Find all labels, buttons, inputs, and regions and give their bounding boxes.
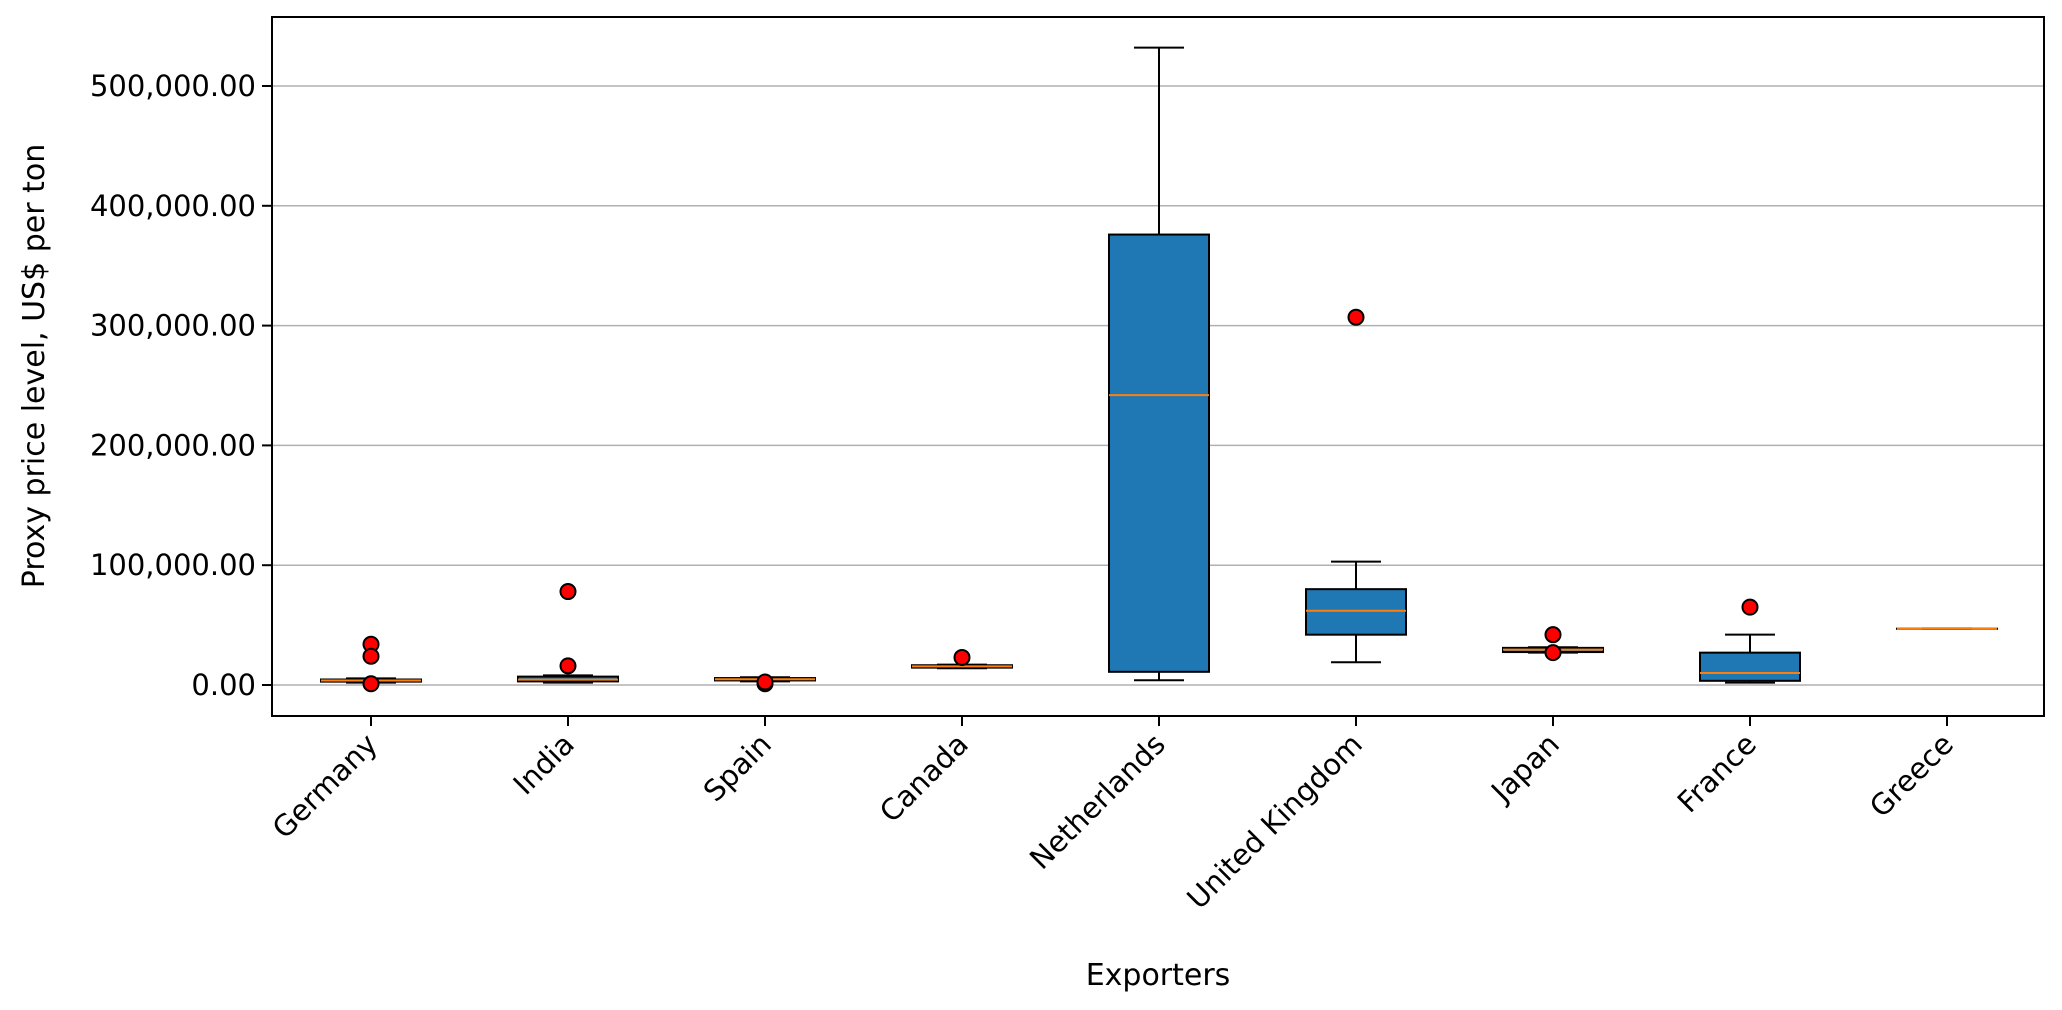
outlier-point — [559, 583, 577, 601]
y-axis-title: Proxy price level, US$ per ton — [17, 144, 52, 588]
x-tick-label: United Kingdom — [1180, 727, 1369, 916]
outlier-point — [953, 648, 971, 666]
x-tick-label: France — [1671, 727, 1763, 819]
box-japan — [1502, 626, 1604, 662]
outlier-point — [1741, 598, 1759, 616]
outlier-point — [362, 675, 380, 693]
y-tick-label: 100,000.00 — [90, 548, 256, 582]
x-tick-label: India — [507, 727, 581, 801]
y-tick-label: 200,000.00 — [90, 428, 256, 462]
x-tick-label: Japan — [1483, 727, 1566, 810]
x-tick-label: Netherlands — [1023, 727, 1172, 876]
y-tick-label: 300,000.00 — [90, 309, 256, 343]
x-tick-label: Canada — [873, 727, 975, 829]
iqr-box — [1305, 588, 1407, 636]
iqr-box — [1699, 651, 1801, 682]
box-spain — [714, 673, 816, 693]
x-tick-label: Germany — [266, 727, 384, 845]
box-netherlands — [1108, 46, 1210, 682]
box-canada — [911, 648, 1013, 670]
boxes — [320, 46, 1998, 693]
box-india — [517, 583, 619, 684]
y-tick-label: 400,000.00 — [90, 189, 256, 223]
outlier-point — [559, 657, 577, 675]
outlier-point — [362, 647, 380, 665]
box-united-kingdom — [1305, 308, 1407, 664]
x-axis-ticks: Germany India Spain Canada Netherlands United… — [266, 716, 1960, 916]
outlier-point — [1544, 644, 1562, 662]
y-axis-ticks: 0.00 100,000.00 200,000.00 300,000.00 400,00… — [90, 69, 272, 702]
y-tick-label: 500,000.00 — [90, 69, 256, 103]
outlier-point — [1347, 308, 1365, 326]
box-france — [1699, 598, 1801, 684]
box-germany — [320, 635, 422, 693]
x-tick-label: Spain — [697, 727, 778, 808]
outlier-point — [1544, 626, 1562, 644]
outlier-point — [756, 673, 774, 691]
y-tick-label: 0.00 — [191, 668, 256, 702]
iqr-box — [1108, 233, 1210, 673]
x-axis-title: Exporters — [1086, 958, 1231, 993]
x-tick-label: Greece — [1863, 727, 1960, 824]
